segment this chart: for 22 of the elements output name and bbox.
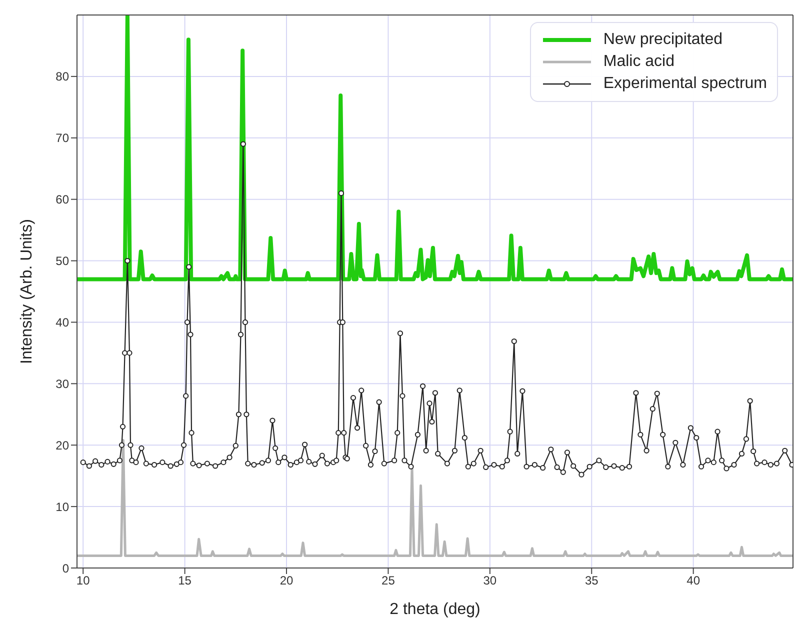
y-tick-label: 50 (56, 254, 70, 268)
y-tick-label: 20 (56, 438, 70, 452)
x-tick-label: 10 (76, 574, 90, 588)
y-axis-title: Intensity (Arb. Units) (18, 219, 36, 364)
x-tick-label: 40 (686, 574, 700, 588)
y-tick-label: 70 (56, 131, 70, 146)
y-tick-label: 30 (56, 376, 70, 391)
legend-label: Experimental spectrum (603, 75, 767, 93)
y-tick-label: 40 (56, 315, 70, 330)
y-tick-label: 60 (56, 192, 70, 207)
x-axis-title: 2 theta (deg) (390, 601, 480, 618)
x-tick-label: 30 (483, 574, 497, 588)
x-tick-label: 15 (178, 574, 192, 588)
line-series (77, 438, 793, 557)
y-tick-label: 0 (62, 561, 70, 576)
x-tick-label: 35 (584, 574, 599, 588)
y-tick-label: 80 (56, 70, 70, 84)
x-tick-label: 25 (382, 574, 396, 588)
x-tick-label: 20 (280, 574, 294, 588)
y-tick-label: 10 (56, 500, 70, 514)
legend-label: Malic acid (603, 53, 675, 71)
legend-label: New precipitated (603, 31, 723, 49)
